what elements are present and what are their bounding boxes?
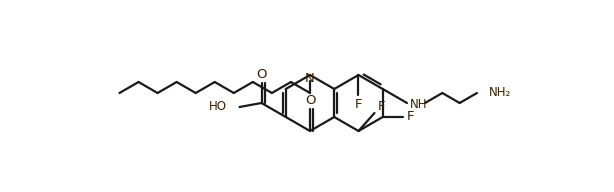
Text: N: N: [305, 71, 315, 84]
Text: O: O: [256, 68, 266, 80]
Text: NH: NH: [410, 98, 427, 112]
Text: F: F: [378, 99, 385, 113]
Text: F: F: [407, 111, 414, 123]
Text: O: O: [305, 94, 315, 107]
Text: HO: HO: [209, 100, 227, 113]
Text: F: F: [355, 98, 362, 111]
Text: NH₂: NH₂: [489, 87, 511, 99]
